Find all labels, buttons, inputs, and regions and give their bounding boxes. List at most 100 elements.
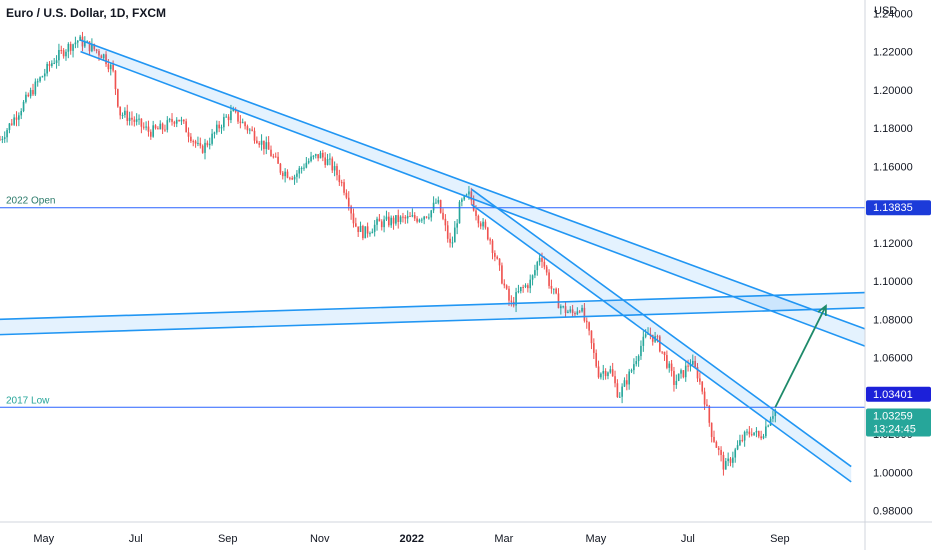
candle-body [154,125,157,129]
candle-body [609,369,612,373]
candle-body [515,292,517,306]
x-tick-label: Nov [310,533,330,545]
projection-arrow [774,304,827,408]
candle-body [656,336,659,338]
candle-body [140,118,143,127]
candle-body [317,154,319,159]
y-tick-label: 1.06000 [873,353,913,365]
candle-body [326,159,329,165]
candle-body [397,215,400,222]
candle-body [614,376,616,384]
candle-body [128,117,131,121]
candle-body [263,140,265,150]
candle-body [124,110,126,115]
arrow-shaft [774,305,827,408]
candle-body [689,364,692,367]
trend-channels [0,39,866,483]
candle-body [305,162,308,168]
candle-body [51,63,53,66]
arrow-head [817,304,827,316]
candle-body [251,129,253,131]
candle-body [458,201,461,224]
candle-body [161,123,164,130]
chart-title: Euro / U.S. Dollar, 1D, FXCM [6,6,167,20]
candle-body [640,345,642,357]
candle-body [18,115,20,120]
candle-body [362,225,364,239]
candle-body [53,62,56,64]
candle-body [691,360,694,365]
candle-body [329,158,331,160]
candle-body [206,142,209,146]
channel-upper-line [80,39,866,330]
candle-body [244,122,246,127]
candle-body [215,124,218,133]
candle-body [286,171,289,178]
candle-body [411,215,414,217]
candle-body [517,291,520,293]
candle-body [663,351,666,356]
candle-body [564,306,567,313]
y-tick-label: 0.98000 [873,506,913,518]
candle-body [265,142,268,150]
level-label: 2022 Open [6,196,56,207]
candle-body [112,64,114,71]
y-axis-ticks: 1.240001.220001.200001.180001.160001.140… [873,8,913,517]
candle-body [432,202,435,211]
last-price-tag-box [866,408,931,437]
candle-body [461,199,463,202]
channel-fill [471,189,852,482]
candle-body [41,76,44,78]
candle-body [359,225,362,232]
candle-body [616,383,619,398]
candle-body [501,265,503,284]
candle-body [98,50,100,56]
candle-body [55,60,58,63]
candle-body [105,54,107,65]
candle-body [590,330,593,344]
candle-body [713,436,715,442]
candle-body [230,111,232,121]
candle-body [522,287,524,289]
candle-body [376,218,378,225]
candle-body [557,293,560,309]
candle-body [732,457,734,463]
candle-body [746,431,748,433]
candle-body [623,380,626,387]
candle-body [595,352,598,367]
x-tick-label: May [585,533,606,545]
candle-body [519,287,522,292]
x-tick-label: Mar [494,533,513,545]
candle-body [538,257,541,263]
candle-body [0,139,1,141]
candle-body [272,156,275,158]
candle-body [373,224,376,232]
candle-body [444,218,447,226]
candle-body [439,200,442,213]
candle-body [149,131,152,137]
candle-body [420,219,423,221]
candle-body [696,366,699,379]
candle-body [491,240,494,253]
candle-body [442,212,444,219]
candle-body [621,386,623,397]
candle-body [602,371,605,374]
x-tick-label: 2022 [400,533,424,545]
candle-body [658,336,661,352]
candle-body [166,120,169,130]
candle-body [710,422,713,437]
candle-body [352,213,355,224]
candle-body [131,117,133,120]
candle-body [46,63,48,74]
x-tick-label: Jul [129,533,143,545]
candle-body [159,123,162,130]
candle-body [284,171,286,177]
candle-body [531,275,534,280]
y-tick-label: 1.24000 [873,8,913,20]
candle-body [694,360,696,367]
candle-body [727,458,729,462]
candle-body [682,370,685,378]
